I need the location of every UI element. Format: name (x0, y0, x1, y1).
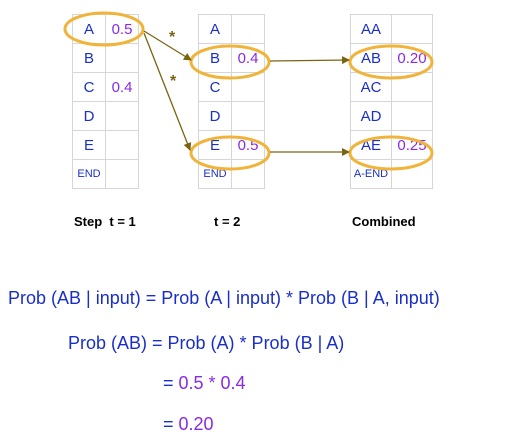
arrow-symbol: * (169, 29, 176, 46)
caption-combined: Combined (352, 214, 416, 229)
arrow (269, 56, 350, 65)
arrow (143, 30, 192, 61)
caption-step1: Step t = 1 (74, 214, 136, 229)
highlight-ellipse (189, 44, 271, 80)
arrow-symbol: * (170, 73, 177, 90)
cell-label: D (72, 101, 106, 131)
highlight-ellipse (348, 135, 434, 171)
cell-value (391, 14, 433, 44)
cell-label: AA (350, 14, 392, 44)
grid-row: E 0.5 (198, 130, 265, 160)
step1-grid: A 0.5 B C 0.4 D E END (72, 14, 139, 189)
equation-line-2: Prob (AB) = Prob (A) * Prob (B | A) (68, 333, 344, 354)
cell-label: E (72, 130, 106, 160)
highlight-ellipse (63, 11, 145, 47)
grid-row: B (72, 43, 139, 73)
equation-line-4: = 0.20 (163, 414, 214, 435)
cell-value: 0.4 (231, 43, 265, 73)
equals-sign: = (163, 414, 179, 434)
equation-line-1: Prob (AB | input) = Prob (A | input) * P… (8, 288, 440, 309)
cell-label: END (72, 159, 106, 189)
cell-label: A-END (350, 159, 392, 189)
highlight-ellipse (348, 44, 434, 80)
cell-label: A (72, 14, 106, 44)
equation-text: Prob (AB | input) = Prob (A | input) * P… (8, 288, 440, 308)
cell-value: 0.4 (105, 72, 139, 102)
caption-step2: t = 2 (214, 214, 241, 229)
equation-value: 0.5 * 0.4 (178, 373, 246, 393)
highlight-ellipse (189, 135, 271, 171)
equation-value: 0.20 (178, 414, 214, 434)
cell-value (105, 159, 139, 189)
combined-grid: AA AB 0.20 AC AD AE 0.25 A-END (350, 14, 433, 189)
cell-value (231, 101, 265, 131)
equation-line-3: = 0.5 * 0.4 (163, 373, 246, 394)
cell-label: A (198, 14, 232, 44)
grid-row: AD (350, 101, 433, 131)
cell-value (231, 14, 265, 44)
grid-row: A (198, 14, 265, 44)
grid-row: D (72, 101, 139, 131)
grid-row: A-END (350, 159, 433, 189)
grid-row: AA (350, 14, 433, 44)
cell-value (105, 101, 139, 131)
grid-row: C 0.4 (72, 72, 139, 102)
grid-row: END (72, 159, 139, 189)
grid-row: AE 0.25 (350, 130, 433, 160)
cell-value (391, 159, 433, 189)
grid-row: D (198, 101, 265, 131)
grid-row: END (198, 159, 265, 189)
equation-text: Prob (AB) = Prob (A) * Prob (B | A) (68, 333, 345, 353)
arrow (143, 32, 192, 151)
equals-sign: = (163, 373, 179, 393)
